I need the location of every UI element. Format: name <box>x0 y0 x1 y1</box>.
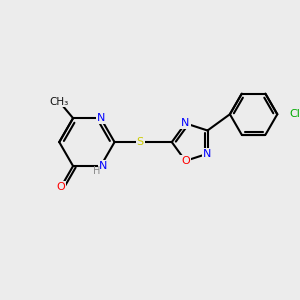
Text: H: H <box>93 166 100 176</box>
Text: N: N <box>203 149 212 159</box>
Text: CH₃: CH₃ <box>50 97 69 106</box>
Text: O: O <box>57 182 66 192</box>
Text: Cl: Cl <box>290 109 300 119</box>
Text: N: N <box>181 118 190 128</box>
Text: N: N <box>98 161 107 171</box>
Text: O: O <box>181 156 190 166</box>
Text: N: N <box>97 113 105 123</box>
Text: S: S <box>136 137 144 147</box>
